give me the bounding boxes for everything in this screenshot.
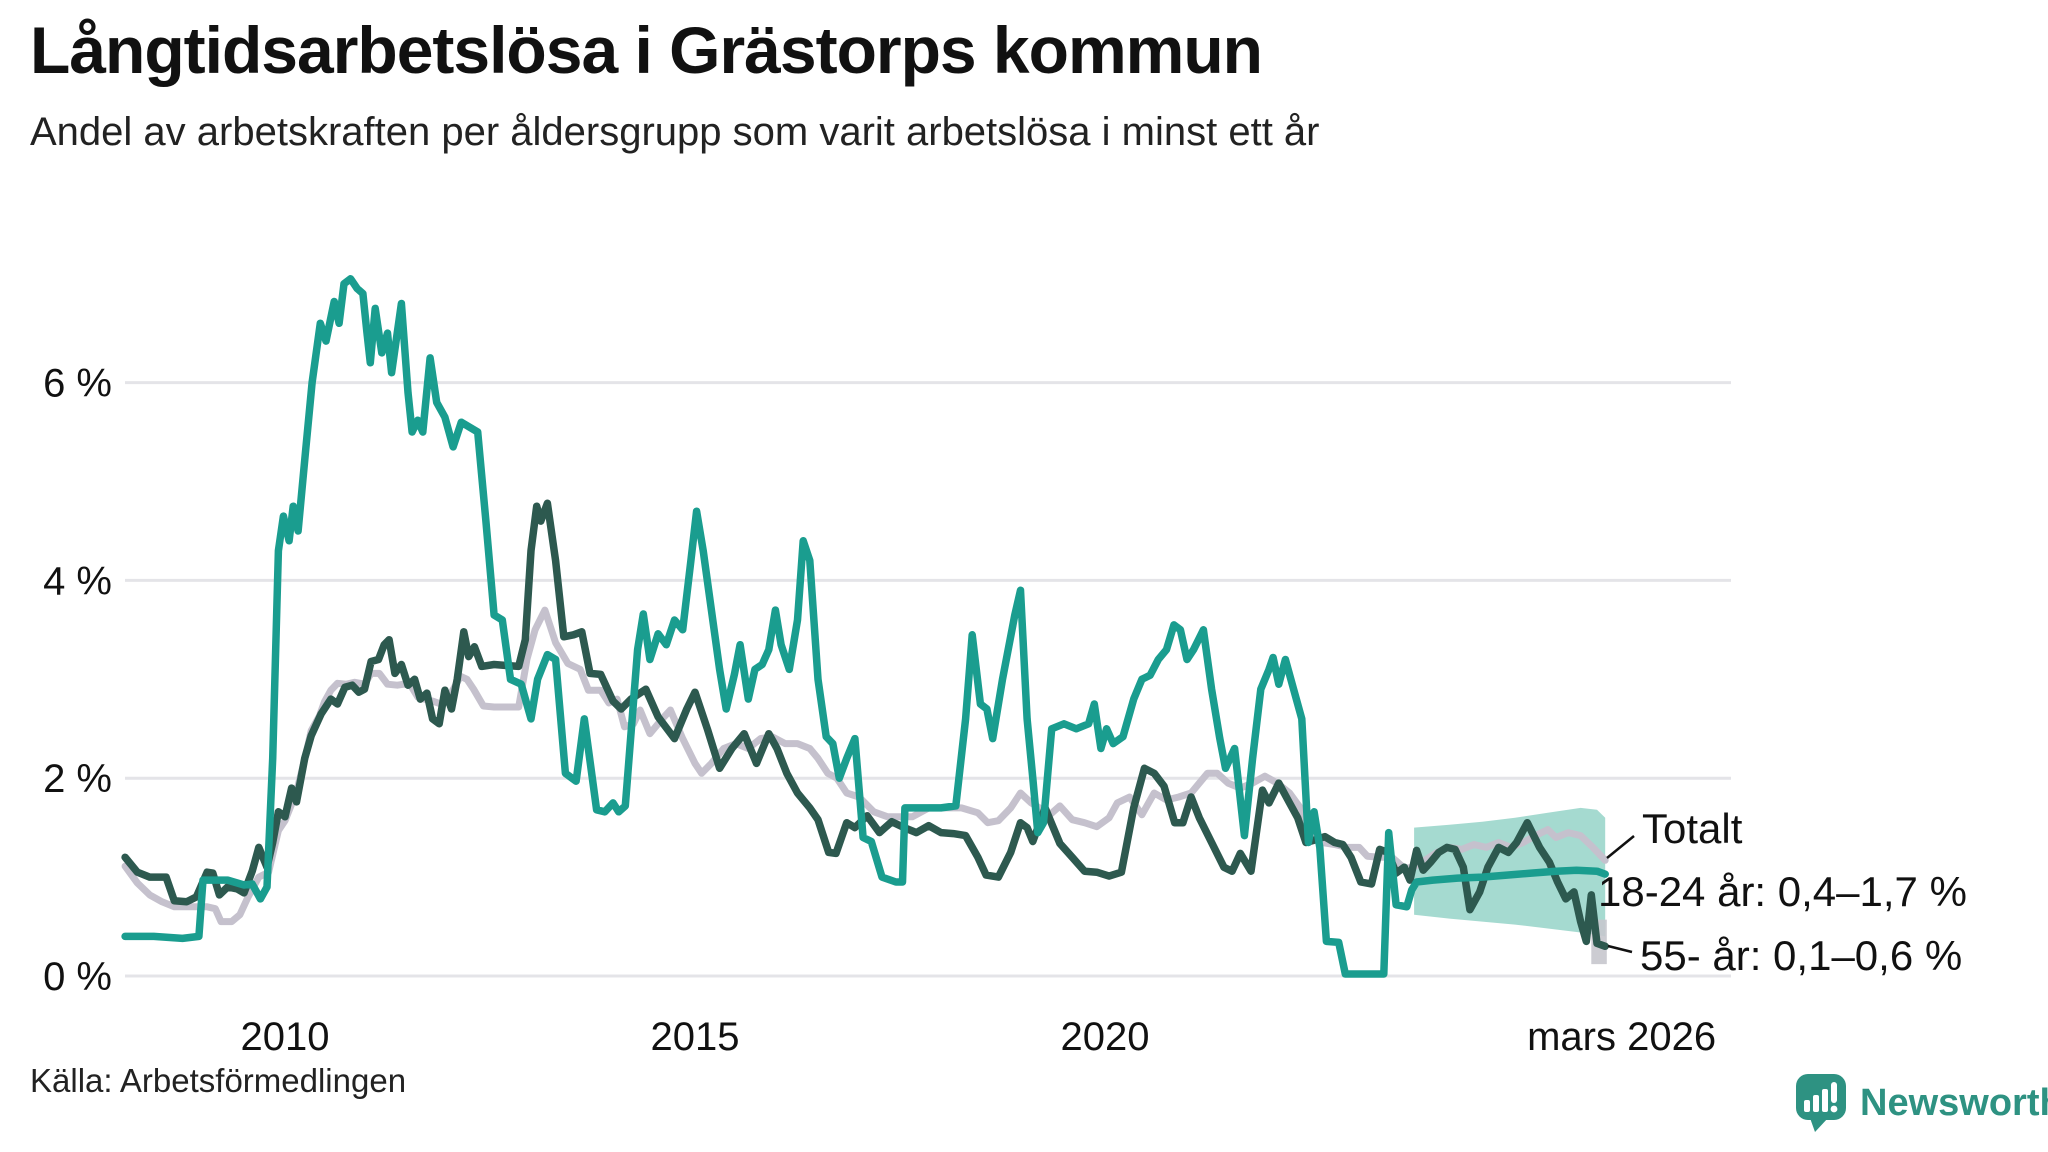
newsworthy-logo-icon — [1796, 1074, 1846, 1132]
x-tick-label: 2015 — [651, 1015, 740, 1059]
x-tick-label: 2010 — [241, 1015, 330, 1059]
series-line-18-24-r — [121, 275, 1609, 978]
series-line-55-r — [121, 499, 1609, 951]
y-tick-label: 2 % — [43, 757, 112, 801]
series-line-totalt — [121, 606, 1609, 926]
annotation-label-55: 55- år: 0,1–0,6 % — [1640, 932, 1962, 979]
y-tick-label: 0 % — [43, 955, 112, 999]
chart-subtitle: Andel av arbetskraften per åldersgrupp s… — [30, 110, 1320, 154]
annotation-label-18-24: 18-24 år: 0,4–1,7 % — [1598, 868, 1967, 915]
annotation-connector-totalt — [1606, 835, 1635, 859]
newsworthy-wordmark: Newsworthy — [1860, 1081, 2048, 1124]
source-note: Källa: Arbetsförmedlingen — [30, 1062, 407, 1099]
y-tick-label: 4 % — [43, 559, 112, 603]
y-tick-label: 6 % — [43, 362, 112, 406]
annotation-label-totalt: Totalt — [1642, 805, 1743, 852]
x-tick-label: mars 2026 — [1527, 1015, 1716, 1059]
x-tick-label: 2020 — [1061, 1015, 1150, 1059]
page-title: Långtidsarbetslösa i Grästorps kommun — [30, 13, 1263, 87]
annotation-connector-55 — [1607, 944, 1633, 954]
newsworthy-brand: Newsworthy — [1794, 1072, 2048, 1134]
